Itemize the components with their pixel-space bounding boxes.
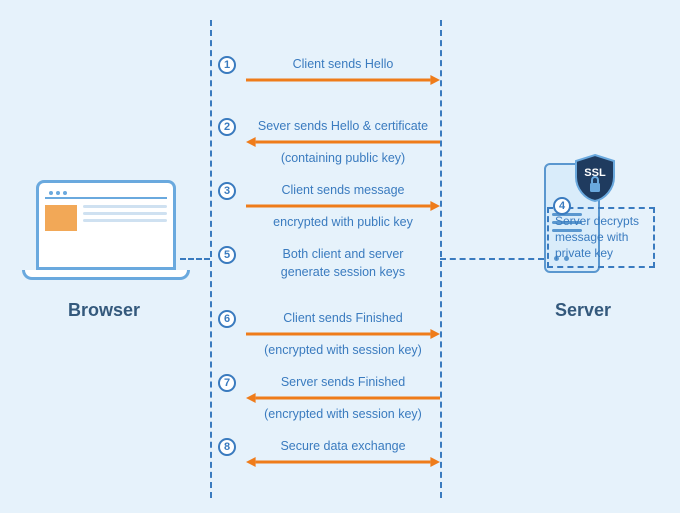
step-badge: 8 <box>218 438 236 456</box>
note-line: private key <box>555 245 647 261</box>
step-label: Client sends Hello <box>246 56 440 73</box>
step-badge: 5 <box>218 246 236 264</box>
step-badge: 6 <box>218 310 236 328</box>
server-label: Server <box>555 300 611 321</box>
step-badge: 3 <box>218 182 236 200</box>
arrow-right <box>246 74 440 78</box>
note-line: Server decrypts <box>555 213 647 229</box>
step-badge: 2 <box>218 118 236 136</box>
step-sublabel: (containing public key) <box>246 150 440 167</box>
step-label: Server sends Finished <box>246 374 440 391</box>
step-badge: 1 <box>218 56 236 74</box>
step-label: Both client and server <box>246 246 440 263</box>
diagram-canvas: Browser SSL Server Server decrypts messa… <box>0 0 680 513</box>
ssl-shield-icon: SSL <box>572 153 618 203</box>
step-sublabel: encrypted with public key <box>246 214 440 231</box>
ssl-text: SSL <box>572 167 618 179</box>
browser-lifeline <box>210 20 212 498</box>
arrow-right <box>246 328 440 332</box>
browser-icon <box>36 180 190 280</box>
step-label: Secure data exchange <box>246 438 440 455</box>
arrow-right <box>246 200 440 204</box>
note-line: message with <box>555 229 647 245</box>
arrow-left <box>246 136 440 140</box>
step-badge: 7 <box>218 374 236 392</box>
browser-label: Browser <box>68 300 140 321</box>
step-label: Client sends message <box>246 182 440 199</box>
step-sublabel: (encrypted with session key) <box>246 342 440 359</box>
step-label: Client sends Finished <box>246 310 440 327</box>
connector-server <box>440 258 544 260</box>
arrow-both <box>246 456 440 460</box>
step-sublabel: generate session keys <box>246 264 440 281</box>
server-note: Server decrypts message with private key <box>547 207 655 268</box>
step-badge-4: 4 <box>553 197 571 215</box>
arrow-left <box>246 392 440 396</box>
step-sublabel: (encrypted with session key) <box>246 406 440 423</box>
step-label: Sever sends Hello & certificate <box>246 118 440 135</box>
